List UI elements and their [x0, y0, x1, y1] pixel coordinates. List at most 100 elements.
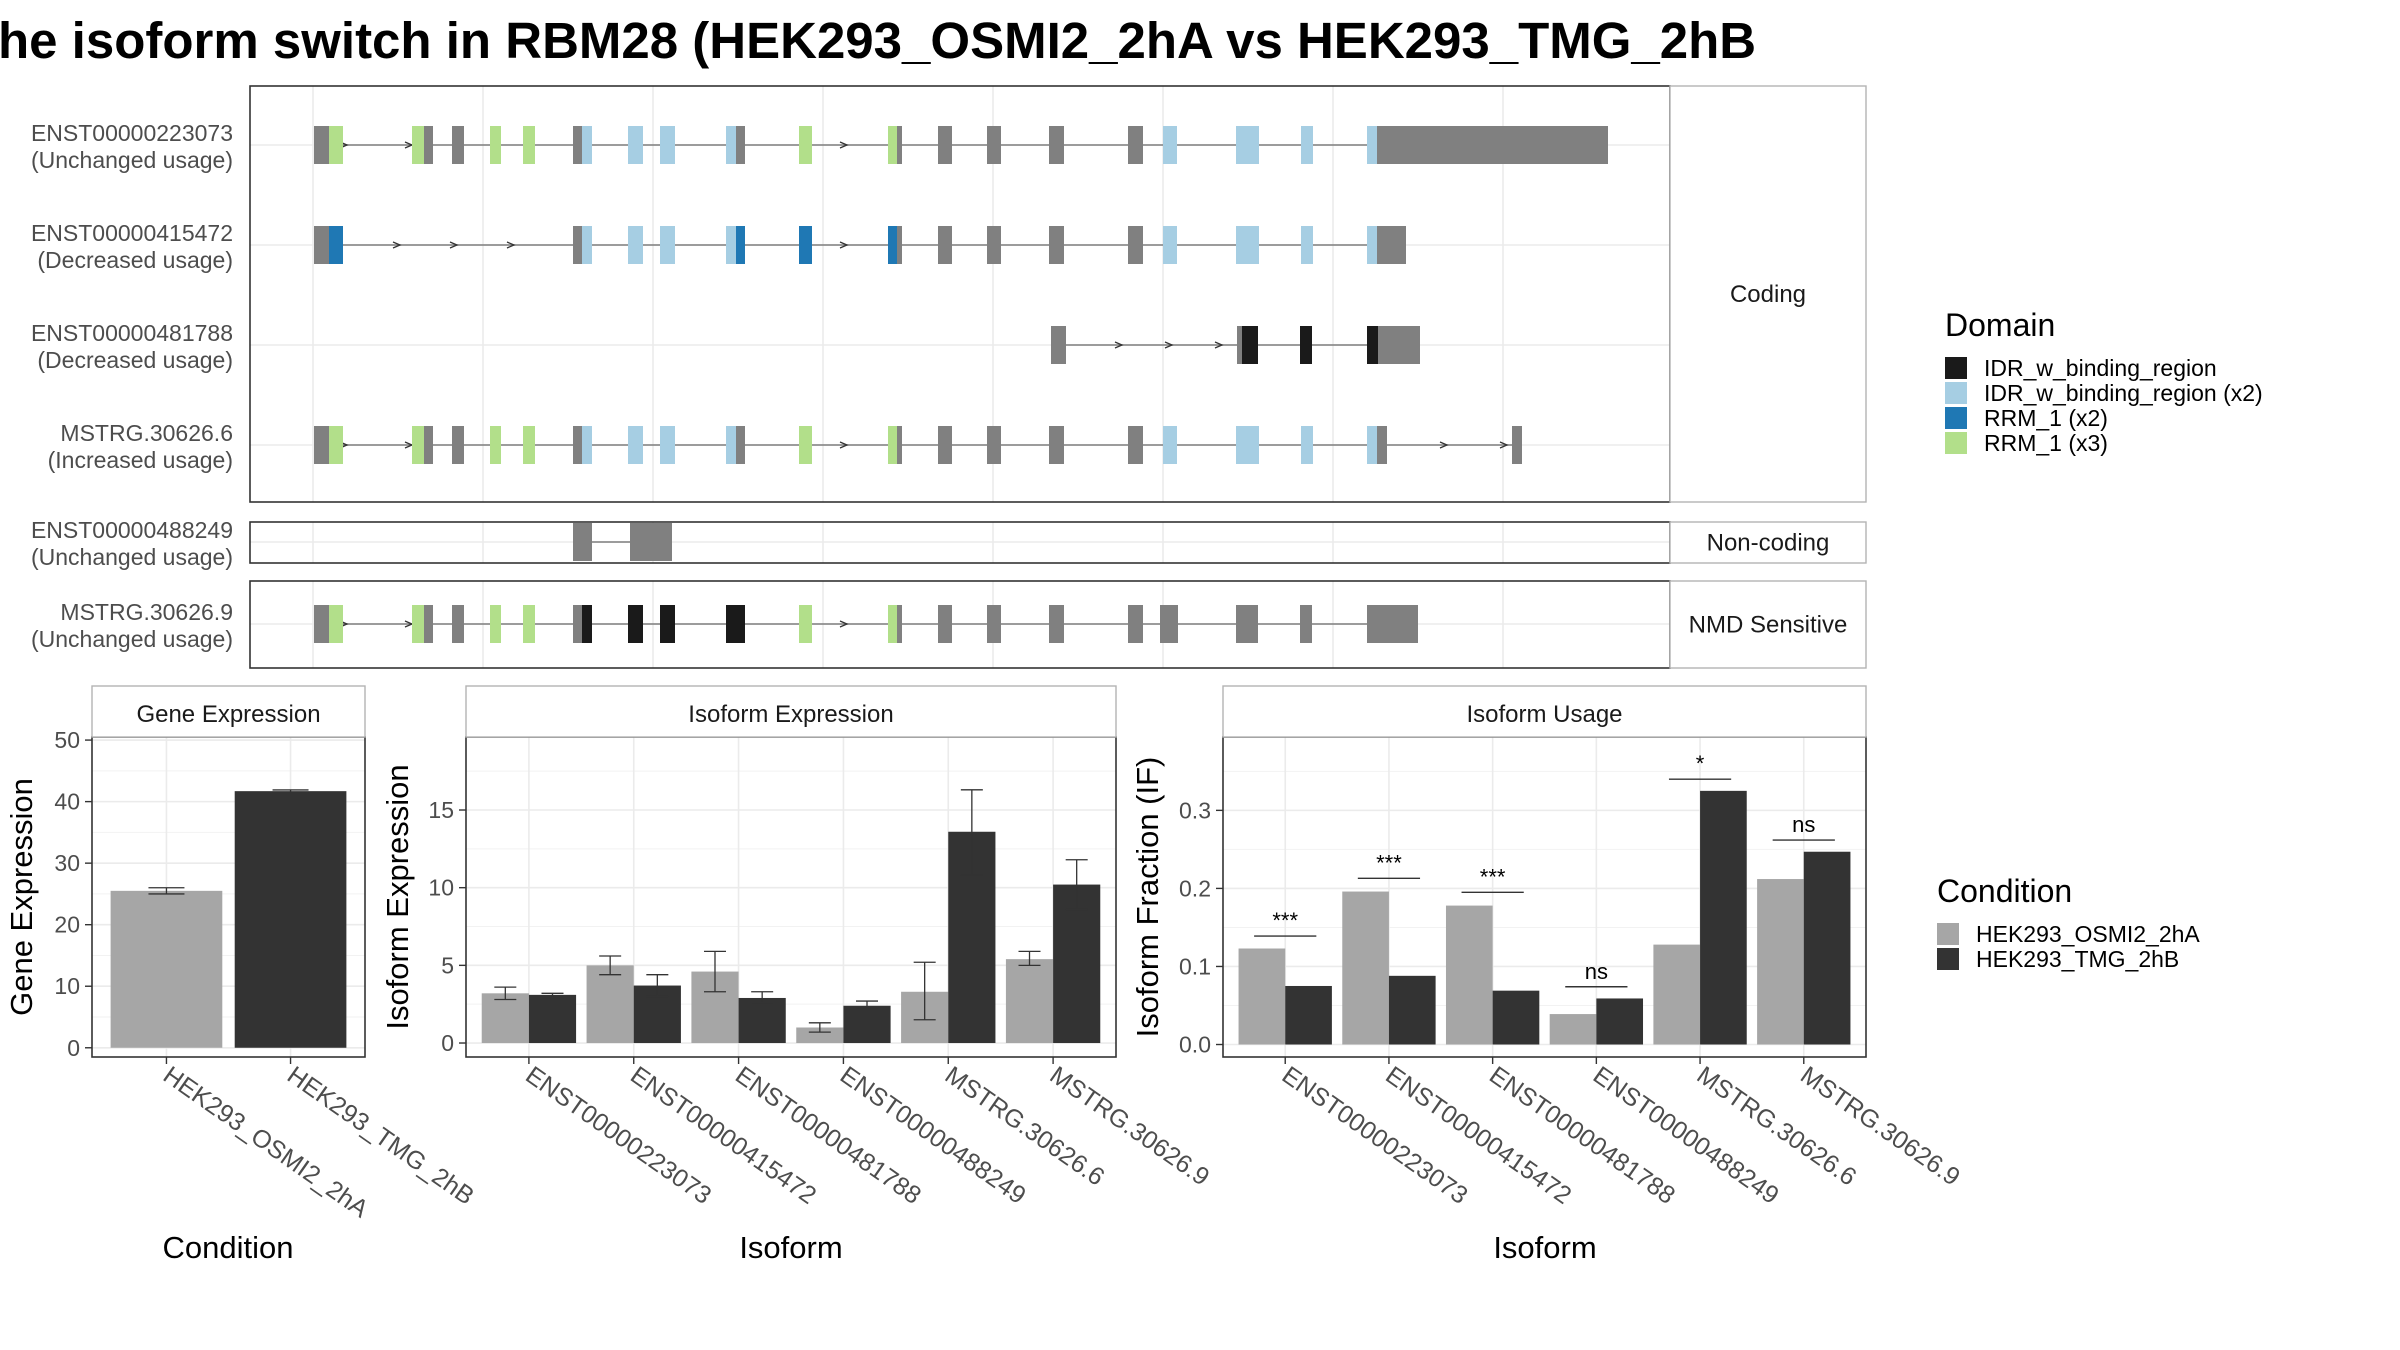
exon [1382, 126, 1608, 164]
exon [1049, 126, 1064, 164]
error-bar [703, 950, 726, 993]
exon [1382, 226, 1406, 264]
exon [799, 226, 812, 264]
bar [1757, 879, 1804, 1045]
bar [234, 791, 347, 1048]
y-axis-label: Isoform Fraction (IF) [1130, 757, 1165, 1038]
exon [726, 605, 736, 643]
domain-legend-key [1945, 382, 1967, 404]
bar [110, 890, 223, 1048]
exon [888, 426, 897, 464]
exon [628, 426, 643, 464]
exon [1237, 326, 1242, 364]
direction-arrow [1499, 441, 1509, 449]
y-axis-label: Isoform Expression [380, 764, 415, 1029]
exon [582, 126, 592, 164]
y-axis-label: Gene Expression [4, 778, 39, 1016]
strip [1669, 85, 1867, 503]
exon [1128, 605, 1143, 643]
exon [1301, 126, 1313, 164]
direction-arrow [1164, 341, 1174, 349]
direction-arrow [839, 241, 849, 249]
structure-panel: ENST00000223073(Unchanged usage)ENST0000… [31, 85, 1867, 503]
bar [1549, 1014, 1597, 1045]
exon [314, 426, 329, 464]
transcript-id-label: ENST00000223073 [31, 120, 233, 146]
exon [329, 605, 343, 643]
x-axis-label: Condition [163, 1230, 294, 1265]
y-tick-label: 5 [441, 952, 454, 978]
exon [452, 126, 464, 164]
chart-1: Isoform Expression051015ENST00000223073E… [380, 685, 1214, 1265]
exon [1236, 605, 1258, 643]
exon [987, 226, 1001, 264]
exon [1367, 426, 1377, 464]
y-tick-label: 0.0 [1179, 1032, 1211, 1058]
transcript-id-label: MSTRG.30626.9 [60, 599, 233, 625]
significance-label: *** [1272, 908, 1298, 933]
significance-label: * [1696, 751, 1705, 776]
exon [1512, 426, 1522, 464]
exon [987, 426, 1001, 464]
bar [1238, 948, 1286, 1045]
exon [888, 605, 897, 643]
exon [726, 226, 736, 264]
condition-legend-label: HEK293_TMG_2hB [1976, 946, 2179, 972]
error-bar [856, 1000, 879, 1010]
domain-legend-key [1945, 357, 1967, 379]
bar [1596, 998, 1644, 1045]
exon [523, 426, 535, 464]
chart-strip [1222, 685, 1867, 738]
transcript-usage-label: (Decreased usage) [37, 247, 233, 273]
error-bar [148, 887, 185, 895]
exon [1163, 126, 1177, 164]
bar-charts: Gene Expression01020304050HEK293_OSMI2_2… [4, 685, 1965, 1265]
x-axis-label: Isoform [739, 1230, 842, 1265]
chart-title: Gene Expression [136, 701, 320, 728]
domain-legend-label: IDR_w_binding_region [1984, 355, 2217, 381]
chart-strip [465, 685, 1117, 738]
exon [424, 126, 433, 164]
exon [573, 426, 582, 464]
exon [630, 523, 672, 561]
direction-arrow [449, 241, 459, 249]
direction-arrow [839, 620, 849, 628]
direction-arrow [1114, 341, 1124, 349]
error-bar [1018, 950, 1041, 966]
exon [573, 523, 592, 561]
transcript-id-label: ENST00000488249 [31, 517, 233, 543]
transcript-row: ENST00000481788(Decreased usage) [31, 320, 1420, 373]
exon [938, 605, 952, 643]
bar [481, 993, 529, 1044]
direction-arrow [392, 241, 402, 249]
exon [424, 605, 433, 643]
exon [726, 426, 736, 464]
x-tick-label: ENST00000223073 [1277, 1061, 1473, 1210]
exon [660, 126, 675, 164]
bar [843, 1005, 891, 1044]
exon [1367, 326, 1378, 364]
chart-title: Isoform Usage [1466, 701, 1622, 728]
error-bar [494, 986, 517, 1001]
bar [586, 965, 634, 1044]
exon [736, 605, 745, 643]
exon [452, 426, 464, 464]
exon [938, 126, 952, 164]
exon [412, 605, 424, 643]
error-bar [272, 789, 309, 794]
x-tick-label: ENST00000415472 [1380, 1061, 1576, 1210]
condition-legend-title: Condition [1937, 873, 2072, 909]
exon [523, 605, 535, 643]
exon [314, 226, 329, 264]
exon [1049, 426, 1064, 464]
exon [1377, 126, 1382, 164]
y-tick-label: 20 [54, 912, 80, 938]
exon [1051, 326, 1066, 364]
domain-legend-label: IDR_w_binding_region (x2) [1984, 380, 2263, 406]
exon [799, 426, 812, 464]
bar [1342, 891, 1389, 1045]
y-tick-label: 10 [54, 973, 80, 999]
direction-arrow [506, 241, 516, 249]
significance-label: ns [1792, 812, 1815, 837]
